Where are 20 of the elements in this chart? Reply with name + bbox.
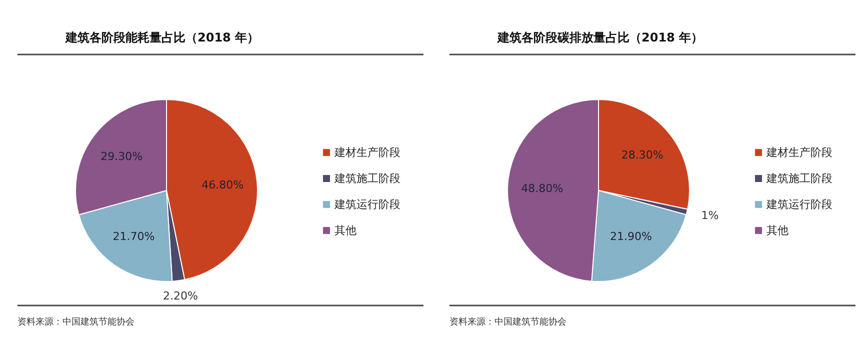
data-label: 48.80%	[521, 182, 564, 195]
legend-label: 建筑施工阶段	[334, 172, 400, 185]
legend-label: 建筑施工阶段	[766, 172, 832, 185]
legend-label: 建材生产阶段	[334, 146, 400, 159]
data-label: 21.70%	[112, 230, 155, 243]
data-label: 29.30%	[100, 150, 143, 163]
text: 资料来源：中国建筑节能协会	[450, 316, 566, 328]
legend-label: 建筑运行阶段	[766, 198, 832, 211]
legend-label: 其他	[766, 224, 788, 237]
data-label: 46.80%	[202, 178, 244, 192]
data-label: 21.90%	[610, 230, 652, 244]
chart-title: 建筑各阶段能耗量占比（2018 年）	[64, 30, 260, 44]
data-label: 2.20%	[163, 290, 198, 303]
legend-label: 建材生产阶段	[766, 146, 832, 159]
chart-title: 建筑各阶段碳排放量占比（2018 年）	[496, 30, 704, 44]
legend-label: 其他	[334, 224, 356, 237]
legend-label: 建筑运行阶段	[334, 198, 400, 211]
text: 资料来源：中国建筑节能协会	[18, 316, 134, 328]
data-label: 28.30%	[621, 148, 664, 162]
data-label: 1%	[701, 209, 719, 222]
